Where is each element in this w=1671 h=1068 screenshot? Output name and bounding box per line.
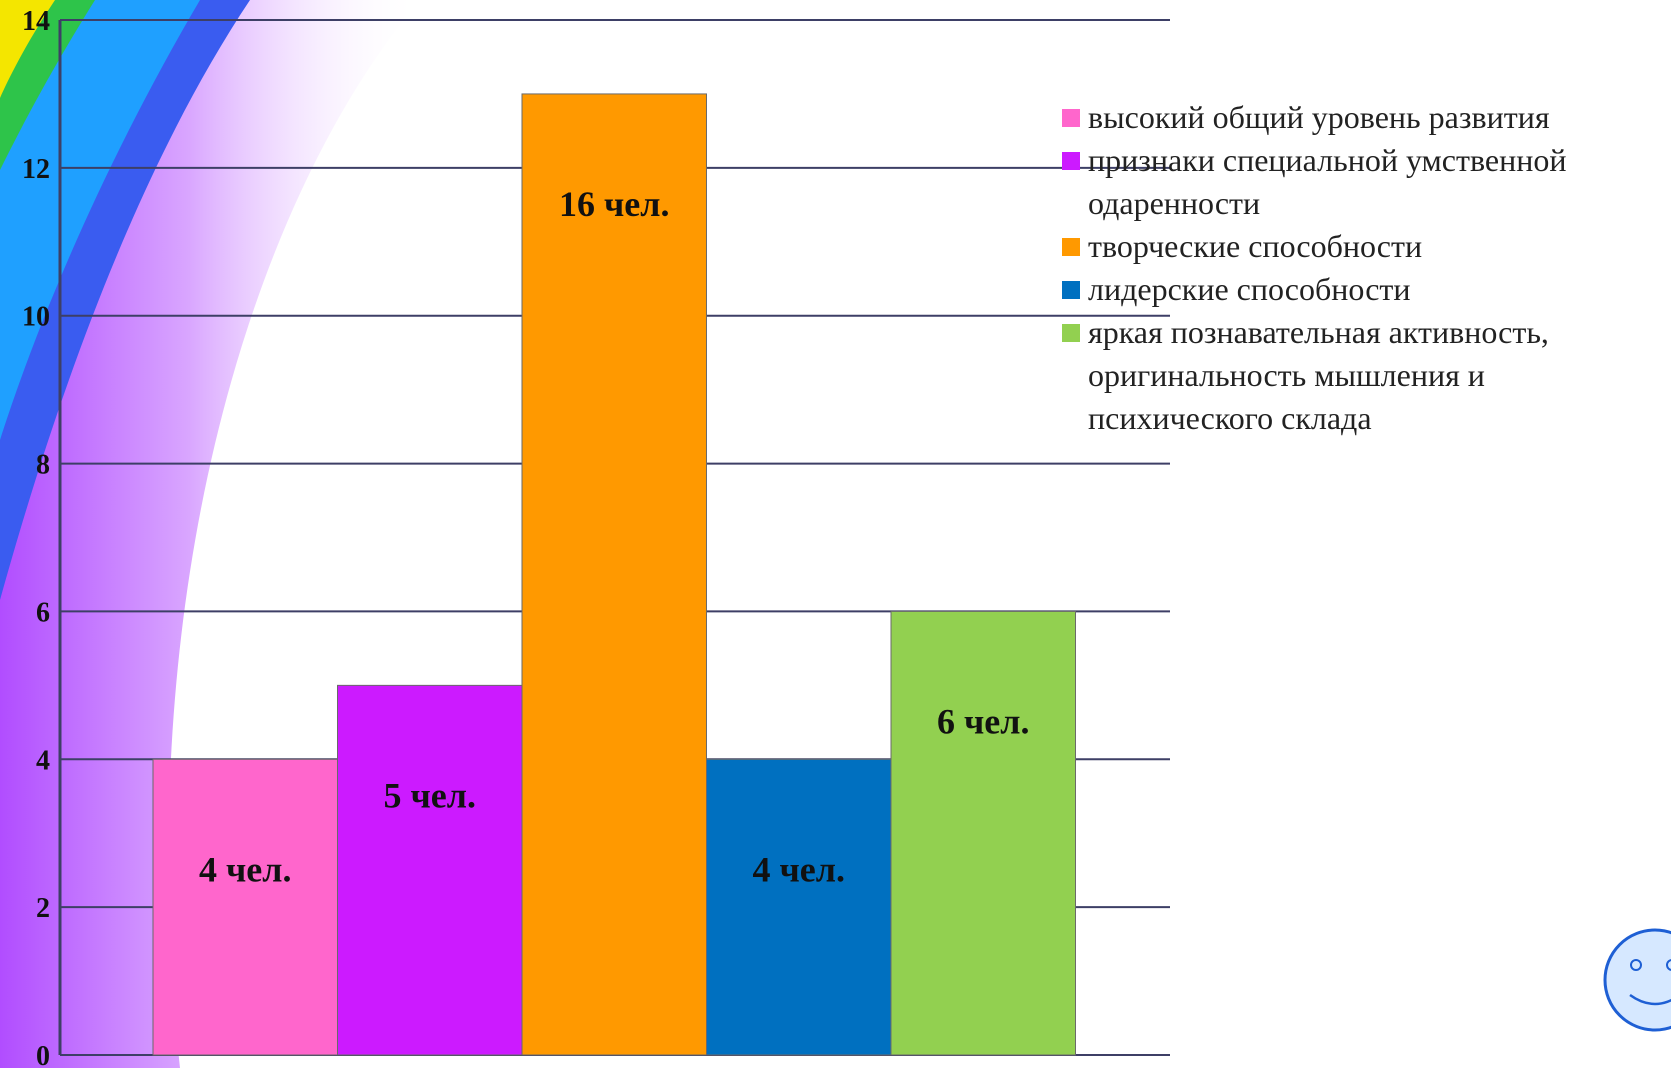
bar-data-label: 16 чел. bbox=[559, 184, 669, 224]
legend-label: высокий общий уровень развития bbox=[1088, 99, 1550, 135]
legend-label: творческие способности bbox=[1088, 228, 1423, 264]
legend-swatch bbox=[1062, 152, 1080, 170]
bar bbox=[152, 758, 338, 1056]
legend-item: творческие способности bbox=[1060, 225, 1670, 268]
y-tick-label: 0 bbox=[36, 1041, 50, 1068]
bar-labels: 4 чел. 5 чел. 16 чел. 4 чел. 6 чел. bbox=[199, 184, 1029, 889]
legend-item: высокий общий уровень развития bbox=[1060, 96, 1670, 139]
legend-item: лидерские способности bbox=[1060, 268, 1670, 311]
y-tick-label: 14 bbox=[22, 6, 50, 37]
cyan-stripe bbox=[0, 0, 200, 440]
bar bbox=[890, 610, 1076, 1056]
yellow-stripe bbox=[0, 0, 55, 98]
y-tick-label: 2 bbox=[36, 893, 50, 924]
y-tick-label: 4 bbox=[36, 745, 50, 776]
legend-label: лидерские способности bbox=[1088, 271, 1411, 307]
bars bbox=[152, 93, 1076, 1056]
legend-item: признаки специальной умственной одаренно… bbox=[1060, 139, 1670, 225]
y-tick-label: 8 bbox=[36, 450, 50, 481]
bar-data-label: 6 чел. bbox=[937, 701, 1029, 741]
y-tick-label: 6 bbox=[36, 597, 50, 628]
bar-data-label: 4 чел. bbox=[199, 849, 291, 889]
legend-swatch bbox=[1062, 238, 1080, 256]
bar-data-label: 5 чел. bbox=[384, 775, 476, 815]
legend-swatch bbox=[1062, 281, 1080, 299]
bar-data-label: 4 чел. bbox=[753, 849, 845, 889]
legend-swatch bbox=[1062, 324, 1080, 342]
legend-swatch bbox=[1062, 109, 1080, 127]
smiley-icon bbox=[1603, 928, 1671, 1032]
y-tick-label: 10 bbox=[22, 302, 50, 333]
y-tick-label: 12 bbox=[22, 154, 50, 185]
bar bbox=[706, 758, 892, 1056]
bar bbox=[521, 93, 707, 1056]
legend-label: признаки специальной умственной одаренно… bbox=[1088, 142, 1567, 221]
legend: высокий общий уровень развития признаки с… bbox=[1060, 96, 1670, 440]
legend-label: яркая познавательная активность, оригина… bbox=[1088, 314, 1549, 436]
bar bbox=[337, 684, 523, 1056]
y-axis-ticks: 0 2 4 6 8 10 12 14 bbox=[22, 6, 50, 1068]
legend-item: яркая познавательная активность, оригина… bbox=[1060, 311, 1670, 440]
